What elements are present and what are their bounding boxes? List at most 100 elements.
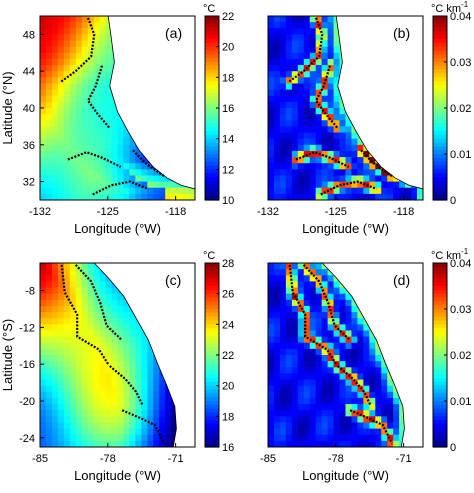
heatmap-cell (159, 379, 166, 387)
heatmap-cell (87, 336, 95, 344)
heatmap-cell (357, 440, 364, 447)
heatmap-cell (309, 373, 317, 381)
heatmap-cell (51, 114, 59, 121)
heatmap-cell (45, 336, 53, 344)
heatmap-cell (315, 348, 323, 356)
heatmap-cell (57, 355, 65, 362)
heatmap-cell (321, 428, 329, 436)
colorbar-swatch (205, 351, 219, 356)
heatmap-cell (81, 299, 89, 307)
heatmap-cell (105, 163, 113, 170)
heatmap-cell (51, 355, 59, 362)
heatmap-cell (291, 40, 299, 48)
heatmap-cell (81, 65, 89, 72)
colorbar-swatch (433, 435, 447, 440)
heatmap-cell (351, 169, 359, 177)
heatmap-cell (339, 120, 347, 127)
heatmap-cell (51, 367, 59, 374)
y-tick-label: 36 (23, 140, 35, 152)
heatmap-cell (117, 404, 125, 411)
heatmap-cell (333, 293, 341, 301)
heatmap-cell (381, 422, 388, 430)
heatmap-cell (327, 434, 335, 442)
land-mask (94, 263, 195, 447)
heatmap-cell (123, 126, 131, 134)
heatmap-cell (375, 416, 382, 424)
heatmap-cell (87, 40, 95, 48)
heatmap-cell (279, 193, 287, 200)
heatmap-cell (57, 46, 65, 54)
heatmap-cell (321, 187, 329, 195)
heatmap-cell (75, 348, 83, 356)
heatmap-cell (297, 175, 305, 183)
heatmap-cell (117, 440, 125, 447)
heatmap-cell (81, 169, 89, 177)
heatmap-cell (105, 318, 113, 325)
heatmap-cell (357, 193, 364, 200)
heatmap-cell (51, 373, 59, 381)
heatmap-cell (327, 157, 335, 164)
heatmap-cell (309, 355, 317, 362)
heatmap-cell (297, 193, 305, 200)
heatmap-cell (40, 373, 47, 381)
heatmap-cell (315, 187, 323, 195)
heatmap-cell (135, 187, 142, 195)
heatmap-cell (69, 361, 77, 368)
heatmap-cell (40, 318, 47, 325)
heatmap-cell (87, 126, 95, 134)
heatmap-cell (303, 305, 311, 313)
heatmap-cell (81, 342, 89, 350)
heatmap-cell (285, 318, 293, 325)
heatmap-cell (291, 193, 299, 200)
heatmap-cell (129, 391, 136, 399)
heatmap-cell (327, 299, 335, 307)
heatmap-cell (291, 28, 299, 35)
heatmap-cell (381, 385, 388, 393)
heatmap-cell (357, 324, 364, 332)
heatmap-cell (327, 108, 335, 115)
heatmap-cell (363, 361, 370, 368)
heatmap-cell (75, 410, 83, 417)
heatmap-cell (333, 440, 341, 447)
heatmap-cell (147, 373, 154, 381)
heatmap-cell (165, 391, 172, 399)
heatmap-cell (93, 175, 101, 183)
heatmap-cell (303, 287, 311, 295)
colorbar-swatch (433, 416, 447, 421)
heatmap-cell (285, 34, 293, 42)
heatmap-cell (363, 324, 370, 332)
heatmap-cell (321, 410, 329, 417)
heatmap-cell (75, 144, 83, 152)
colorbar-tick-label: 0.01 (450, 396, 471, 408)
colorbar-swatch (205, 88, 219, 94)
heatmap-cell (51, 83, 59, 91)
heatmap-cell (357, 422, 364, 430)
heatmap-cell (291, 428, 299, 436)
colorbar-swatch (433, 146, 447, 151)
heatmap-cell (321, 330, 329, 338)
heatmap-cell (339, 373, 347, 381)
heatmap-cell (105, 281, 113, 289)
heatmap-cell (303, 422, 311, 430)
heatmap-cell (93, 299, 101, 307)
heatmap-cell (93, 440, 101, 447)
heatmap-cell (57, 187, 65, 195)
heatmap-cell (93, 28, 101, 35)
heatmap-cell (111, 318, 119, 325)
heatmap-cell (105, 40, 113, 48)
heatmap-cell (285, 379, 293, 387)
heatmap-cell (51, 391, 59, 399)
heatmap-cell (303, 120, 311, 127)
heatmap-cell (375, 379, 382, 387)
heatmap-cell (129, 373, 136, 381)
heatmap-cell (285, 275, 293, 282)
heatmap-cell (75, 95, 83, 103)
heatmap-cell (375, 169, 382, 177)
heatmap-cell (297, 126, 305, 134)
heatmap-cell (93, 373, 101, 381)
heatmap-cell (297, 181, 305, 189)
heatmap-cell (93, 163, 101, 170)
heatmap-cell (297, 428, 305, 436)
heatmap-cell (57, 336, 65, 344)
